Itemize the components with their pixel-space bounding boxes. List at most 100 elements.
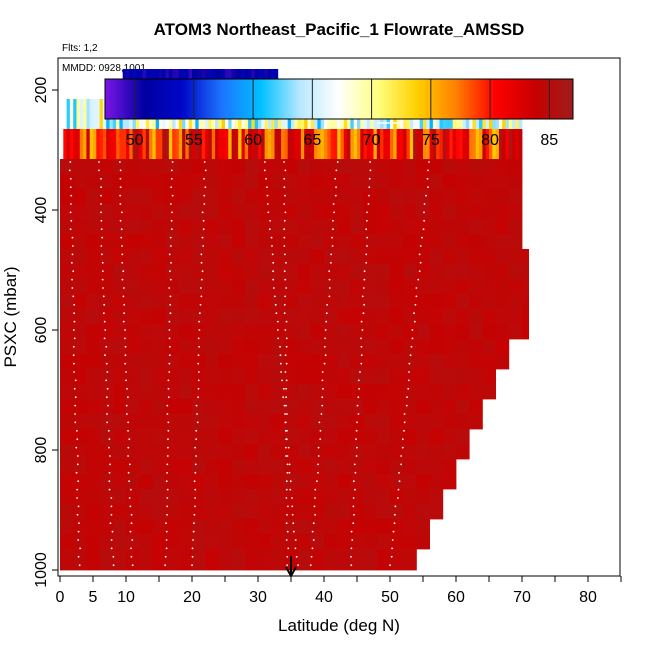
track-dot — [350, 547, 353, 550]
heatmap-cell — [178, 264, 193, 280]
track-dot — [78, 564, 81, 567]
heatmap-cell — [258, 174, 272, 190]
heatmap-cell — [442, 174, 457, 190]
heatmap-cell — [363, 429, 378, 445]
heatmap-cell — [429, 339, 444, 355]
heatmap-cell — [231, 519, 246, 535]
heatmap-cell — [416, 234, 430, 250]
track-dot — [367, 203, 370, 205]
track-dot — [110, 547, 113, 550]
heatmap-cell — [376, 459, 391, 475]
track-dot — [101, 253, 103, 256]
heatmap-cell — [185, 129, 190, 159]
track-dot — [171, 194, 174, 197]
track-dot — [193, 522, 195, 525]
heatmap-cell — [251, 129, 256, 159]
heatmap-cell — [73, 249, 87, 265]
heatmap-cell — [86, 444, 100, 460]
heatmap-cell — [337, 234, 351, 250]
track-dot — [203, 194, 206, 197]
track-dot — [69, 228, 72, 231]
heatmap-cell — [495, 354, 510, 370]
heatmap-cell — [99, 384, 114, 400]
heatmap-cell — [310, 159, 325, 175]
heatmap-cell — [178, 414, 193, 430]
heatmap-cell — [429, 474, 444, 490]
heatmap-cell — [495, 294, 510, 310]
track-dot — [194, 471, 197, 474]
track-dot — [419, 261, 422, 264]
heatmap-cell — [376, 414, 391, 430]
colorbar-segment — [405, 79, 408, 119]
heatmap-cell — [231, 459, 246, 475]
track-dot — [195, 455, 197, 457]
track-dot — [203, 177, 205, 180]
track-dot — [73, 362, 75, 365]
colorbar-segment — [337, 79, 340, 119]
heatmap-cell — [99, 459, 114, 475]
heatmap-cell — [376, 534, 391, 550]
heatmap-cell — [502, 129, 506, 159]
heatmap-cell — [60, 519, 74, 535]
track-dot — [121, 253, 124, 256]
heatmap-cell — [469, 339, 483, 355]
heatmap-cell — [495, 279, 510, 295]
heatmap-cell — [99, 99, 104, 129]
track-dot — [398, 480, 401, 483]
colorbar-segment — [500, 79, 504, 119]
heatmap-cell — [449, 129, 454, 159]
track-dot — [315, 480, 318, 483]
heatmap-cell — [376, 339, 391, 355]
heatmap-cell — [456, 369, 470, 385]
track-dot — [366, 245, 368, 247]
heatmap-cell — [231, 174, 246, 190]
colorbar-segment — [473, 79, 476, 119]
colorbar-segment — [106, 79, 110, 119]
track-dot — [77, 555, 80, 558]
track-dot — [170, 186, 173, 189]
track-dot — [130, 547, 132, 550]
track-dot — [112, 564, 115, 567]
colorbar-tick-label: 70 — [363, 132, 381, 149]
heatmap-cell — [350, 459, 364, 475]
colorbar-segment — [569, 79, 572, 119]
heatmap-cell — [254, 129, 259, 159]
track-dot — [400, 463, 403, 466]
heatmap-cell — [363, 399, 378, 415]
heatmap-cell — [192, 129, 196, 159]
heatmap-cell — [482, 264, 496, 280]
heatmap-cell — [244, 399, 259, 415]
track-dot — [328, 295, 331, 298]
track-dot — [170, 169, 173, 172]
track-dot — [168, 287, 171, 289]
heatmap-cell — [350, 249, 364, 265]
colorbar-segment — [157, 79, 161, 119]
track-dot — [350, 555, 352, 558]
heatmap-cell — [152, 264, 166, 280]
colorbar-segment — [331, 79, 334, 119]
heatmap-cell — [165, 429, 180, 445]
heatmap-cell — [274, 129, 279, 159]
track-dot — [197, 396, 200, 399]
heatmap-cell — [126, 474, 140, 490]
heatmap-cell — [192, 159, 206, 175]
colorbar-segment — [253, 79, 256, 119]
heatmap-cell — [350, 309, 364, 325]
heatmap-cell — [390, 249, 404, 265]
track-dot — [169, 312, 172, 315]
track-dot — [100, 203, 102, 205]
heatmap-cell — [271, 399, 285, 415]
heatmap-cell — [218, 159, 232, 175]
heatmap-cell — [152, 294, 166, 310]
colorbar-segment — [218, 79, 221, 119]
heatmap-cell — [495, 174, 510, 190]
track-dot — [125, 413, 128, 415]
heatmap-cell — [99, 129, 104, 159]
track-dot — [127, 471, 130, 474]
heatmap-cell — [258, 369, 272, 385]
colorbar-segment — [374, 79, 377, 119]
heatmap-cell — [363, 534, 378, 550]
track-dot — [123, 303, 126, 306]
heatmap-cell — [350, 264, 364, 280]
heatmap-cell — [376, 429, 391, 445]
